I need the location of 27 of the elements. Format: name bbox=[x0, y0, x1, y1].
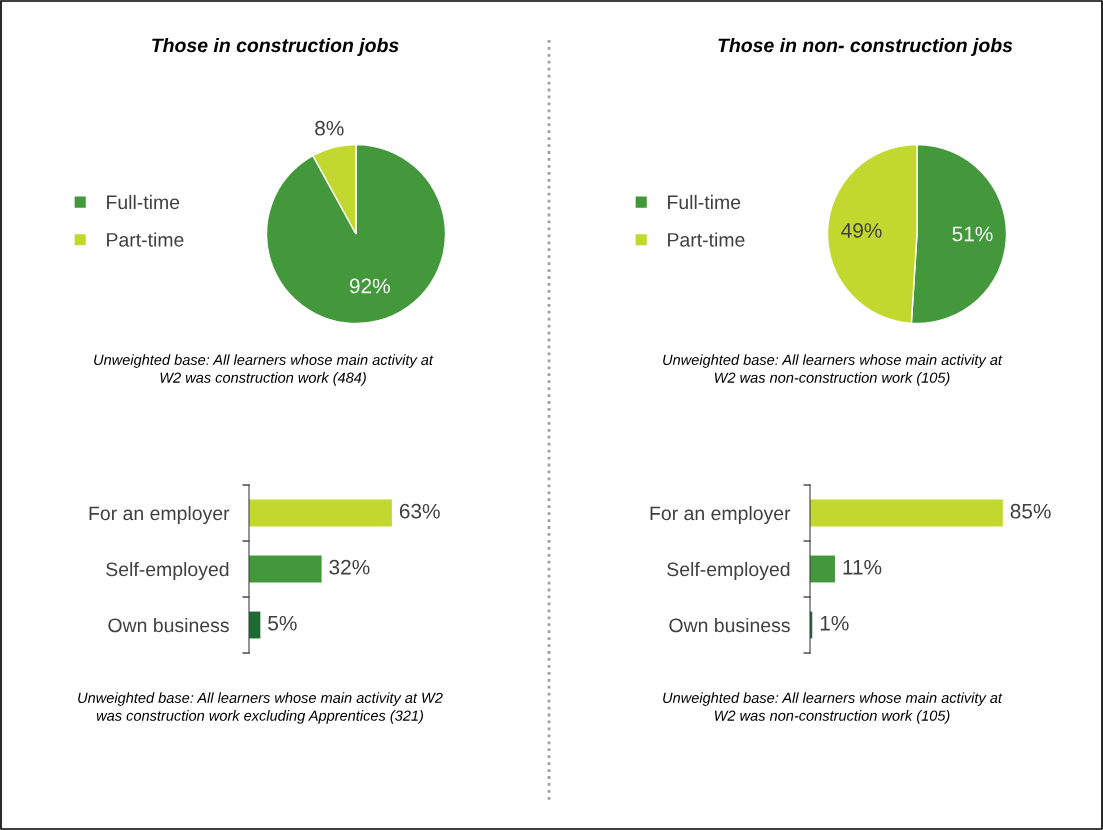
y-tick-label: Self-employed bbox=[667, 561, 790, 581]
data-label: 92% bbox=[349, 278, 390, 294]
legend-label: Full-time bbox=[668, 194, 741, 210]
data-label: 49% bbox=[841, 223, 882, 238]
y-tick-label: For an employer bbox=[89, 505, 230, 525]
y-tick-label: Own business bbox=[108, 617, 229, 633]
chart-title: Those in construction jobs bbox=[152, 37, 399, 57]
data-label: 1% bbox=[820, 615, 849, 631]
data-label: 11% bbox=[843, 559, 882, 575]
data-label: 32% bbox=[329, 559, 370, 575]
data-label: 51% bbox=[952, 226, 993, 242]
data-label: 5% bbox=[268, 615, 297, 631]
data-label: 8% bbox=[315, 120, 344, 136]
chart-title: Those in non- construction jobs bbox=[718, 37, 1013, 57]
pie-slice bbox=[265, 143, 447, 325]
legend-label: Part-time bbox=[107, 232, 184, 247]
legend-label: Part-time bbox=[668, 232, 745, 247]
text: Unweighted base: All learners whose main activity at W2 was construction work excluding Apprentices (321) bbox=[78, 692, 443, 724]
text: Unweighted base: All learners whose main activity at W2 was non-construction work (105) bbox=[663, 692, 1003, 724]
text: Unweighted base: All learners whose main activity at W2 was construction work (484) bbox=[94, 354, 434, 386]
y-tick-label: Own business bbox=[669, 617, 790, 633]
data-label: 85% bbox=[1010, 503, 1051, 519]
data-label: 63% bbox=[399, 503, 440, 519]
y-tick-label: Self-employed bbox=[106, 561, 229, 581]
legend-label: Full-time bbox=[107, 194, 180, 210]
y-tick-label: For an employer bbox=[650, 505, 791, 525]
text: Unweighted base: All learners whose main activity at W2 was non-construction work (105) bbox=[663, 354, 1003, 386]
